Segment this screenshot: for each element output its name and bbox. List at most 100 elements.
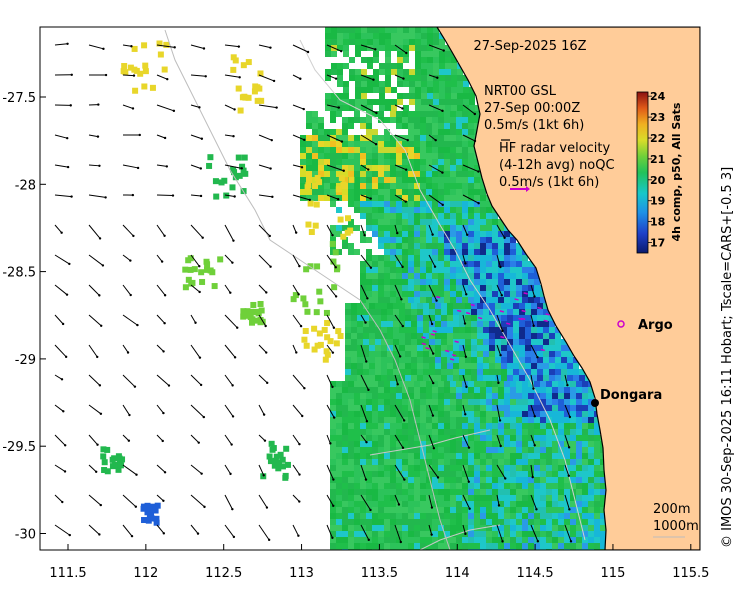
sst-pixel bbox=[450, 141, 456, 147]
sst-pixel bbox=[564, 471, 570, 477]
sst-pixel bbox=[465, 363, 471, 369]
current-arrow bbox=[326, 254, 337, 268]
sst-pixel bbox=[393, 369, 399, 375]
sst-pixel bbox=[384, 519, 390, 525]
sst-pixel bbox=[558, 417, 564, 423]
sst-pixel bbox=[372, 123, 378, 129]
sst-pixel bbox=[498, 471, 504, 477]
sst-pixel bbox=[391, 99, 397, 105]
sst-pixel bbox=[582, 471, 588, 477]
sst-pixel bbox=[403, 39, 409, 45]
x-tick-label: 115.5 bbox=[672, 566, 709, 581]
sst-pixel bbox=[441, 351, 447, 357]
current-arrowhead bbox=[374, 142, 378, 146]
sst-pixel bbox=[444, 285, 450, 291]
argo-marker bbox=[617, 320, 625, 328]
colorbar-label: 4h comp, p50, All Sats bbox=[670, 102, 683, 241]
sst-pixel bbox=[390, 147, 396, 153]
sst-pixel bbox=[429, 303, 435, 309]
sst-pixel bbox=[507, 333, 513, 339]
sst-pixel bbox=[254, 97, 261, 104]
sst-pixel bbox=[552, 393, 558, 399]
sst-pixel bbox=[372, 501, 378, 507]
sst-pixel bbox=[456, 453, 462, 459]
sst-pixel bbox=[354, 183, 360, 189]
sst-pixel bbox=[304, 184, 311, 191]
sst-pixel bbox=[534, 285, 540, 291]
sst-pixel bbox=[510, 513, 516, 519]
sst-pixel bbox=[360, 147, 366, 153]
sst-pixel bbox=[348, 477, 354, 483]
sst-pixel bbox=[504, 249, 510, 255]
sst-pixel bbox=[528, 279, 534, 285]
sst-pixel bbox=[337, 51, 343, 57]
sst-pixel bbox=[417, 303, 423, 309]
current-arrow bbox=[496, 254, 501, 268]
sst-pixel bbox=[483, 303, 489, 309]
sst-pixel bbox=[438, 447, 444, 453]
current-arrow bbox=[394, 284, 402, 300]
sst-pixel bbox=[546, 453, 552, 459]
sst-pixel bbox=[414, 531, 420, 537]
sst-pixel bbox=[360, 417, 366, 423]
sst-pixel bbox=[390, 243, 396, 249]
sst-pixel bbox=[402, 393, 408, 399]
sst-pixel bbox=[373, 99, 379, 105]
sst-pixel bbox=[486, 387, 492, 393]
current-arrowhead bbox=[162, 350, 165, 353]
sst-pixel bbox=[384, 471, 390, 477]
sst-pixel bbox=[345, 333, 351, 339]
sst-pixel bbox=[369, 351, 375, 357]
sst-pixel bbox=[510, 393, 516, 399]
sst-pixel bbox=[363, 321, 369, 327]
sst-pixel bbox=[528, 531, 534, 537]
sst-pixel bbox=[432, 207, 438, 213]
sst-pixel bbox=[206, 162, 213, 169]
sst-pixel bbox=[354, 537, 360, 543]
current-arrow bbox=[496, 434, 502, 447]
sst-pixel bbox=[426, 513, 432, 519]
sst-pixel bbox=[390, 519, 396, 525]
sst-pixel bbox=[564, 435, 570, 441]
sst-pixel bbox=[450, 291, 456, 297]
sst-pixel bbox=[271, 462, 278, 469]
current-arrowhead bbox=[473, 139, 477, 143]
current-arrowhead bbox=[430, 533, 433, 536]
sst-pixel bbox=[582, 441, 588, 447]
sst-pixel bbox=[495, 339, 501, 345]
sst-pixel bbox=[366, 261, 372, 267]
sst-pixel bbox=[373, 39, 379, 45]
sst-pixel bbox=[480, 273, 486, 279]
sst-pixel bbox=[465, 321, 471, 327]
sst-pixel bbox=[513, 369, 519, 375]
sst-pixel bbox=[459, 333, 465, 339]
sst-pixel bbox=[417, 357, 423, 363]
sst-pixel bbox=[340, 233, 347, 240]
current-arrowhead bbox=[365, 440, 368, 444]
sst-pixel bbox=[384, 411, 390, 417]
sst-pixel bbox=[372, 111, 378, 117]
sst-pixel bbox=[594, 423, 600, 429]
sst-pixel bbox=[570, 495, 576, 501]
sst-pixel bbox=[403, 93, 409, 99]
sst-pixel bbox=[564, 543, 570, 549]
sst-pixel bbox=[555, 351, 561, 357]
sst-pixel bbox=[411, 315, 417, 321]
sst-pixel bbox=[474, 435, 480, 441]
sst-pixel bbox=[558, 489, 564, 495]
current-arrow bbox=[394, 164, 407, 171]
sst-pixel bbox=[420, 219, 426, 225]
sst-pixel bbox=[504, 495, 510, 501]
sst-pixel bbox=[366, 417, 372, 423]
current-arrow bbox=[122, 284, 132, 296]
sst-pixel bbox=[462, 153, 468, 159]
sst-pixel bbox=[426, 201, 432, 207]
sst-pixel bbox=[456, 507, 462, 513]
current-arrowhead bbox=[163, 294, 167, 297]
sst-pixel bbox=[354, 171, 360, 177]
sst-pixel bbox=[342, 435, 348, 441]
current-arrow bbox=[190, 284, 200, 293]
sst-pixel bbox=[504, 411, 510, 417]
sst-pixel bbox=[381, 375, 387, 381]
sst-pixel bbox=[474, 519, 480, 525]
